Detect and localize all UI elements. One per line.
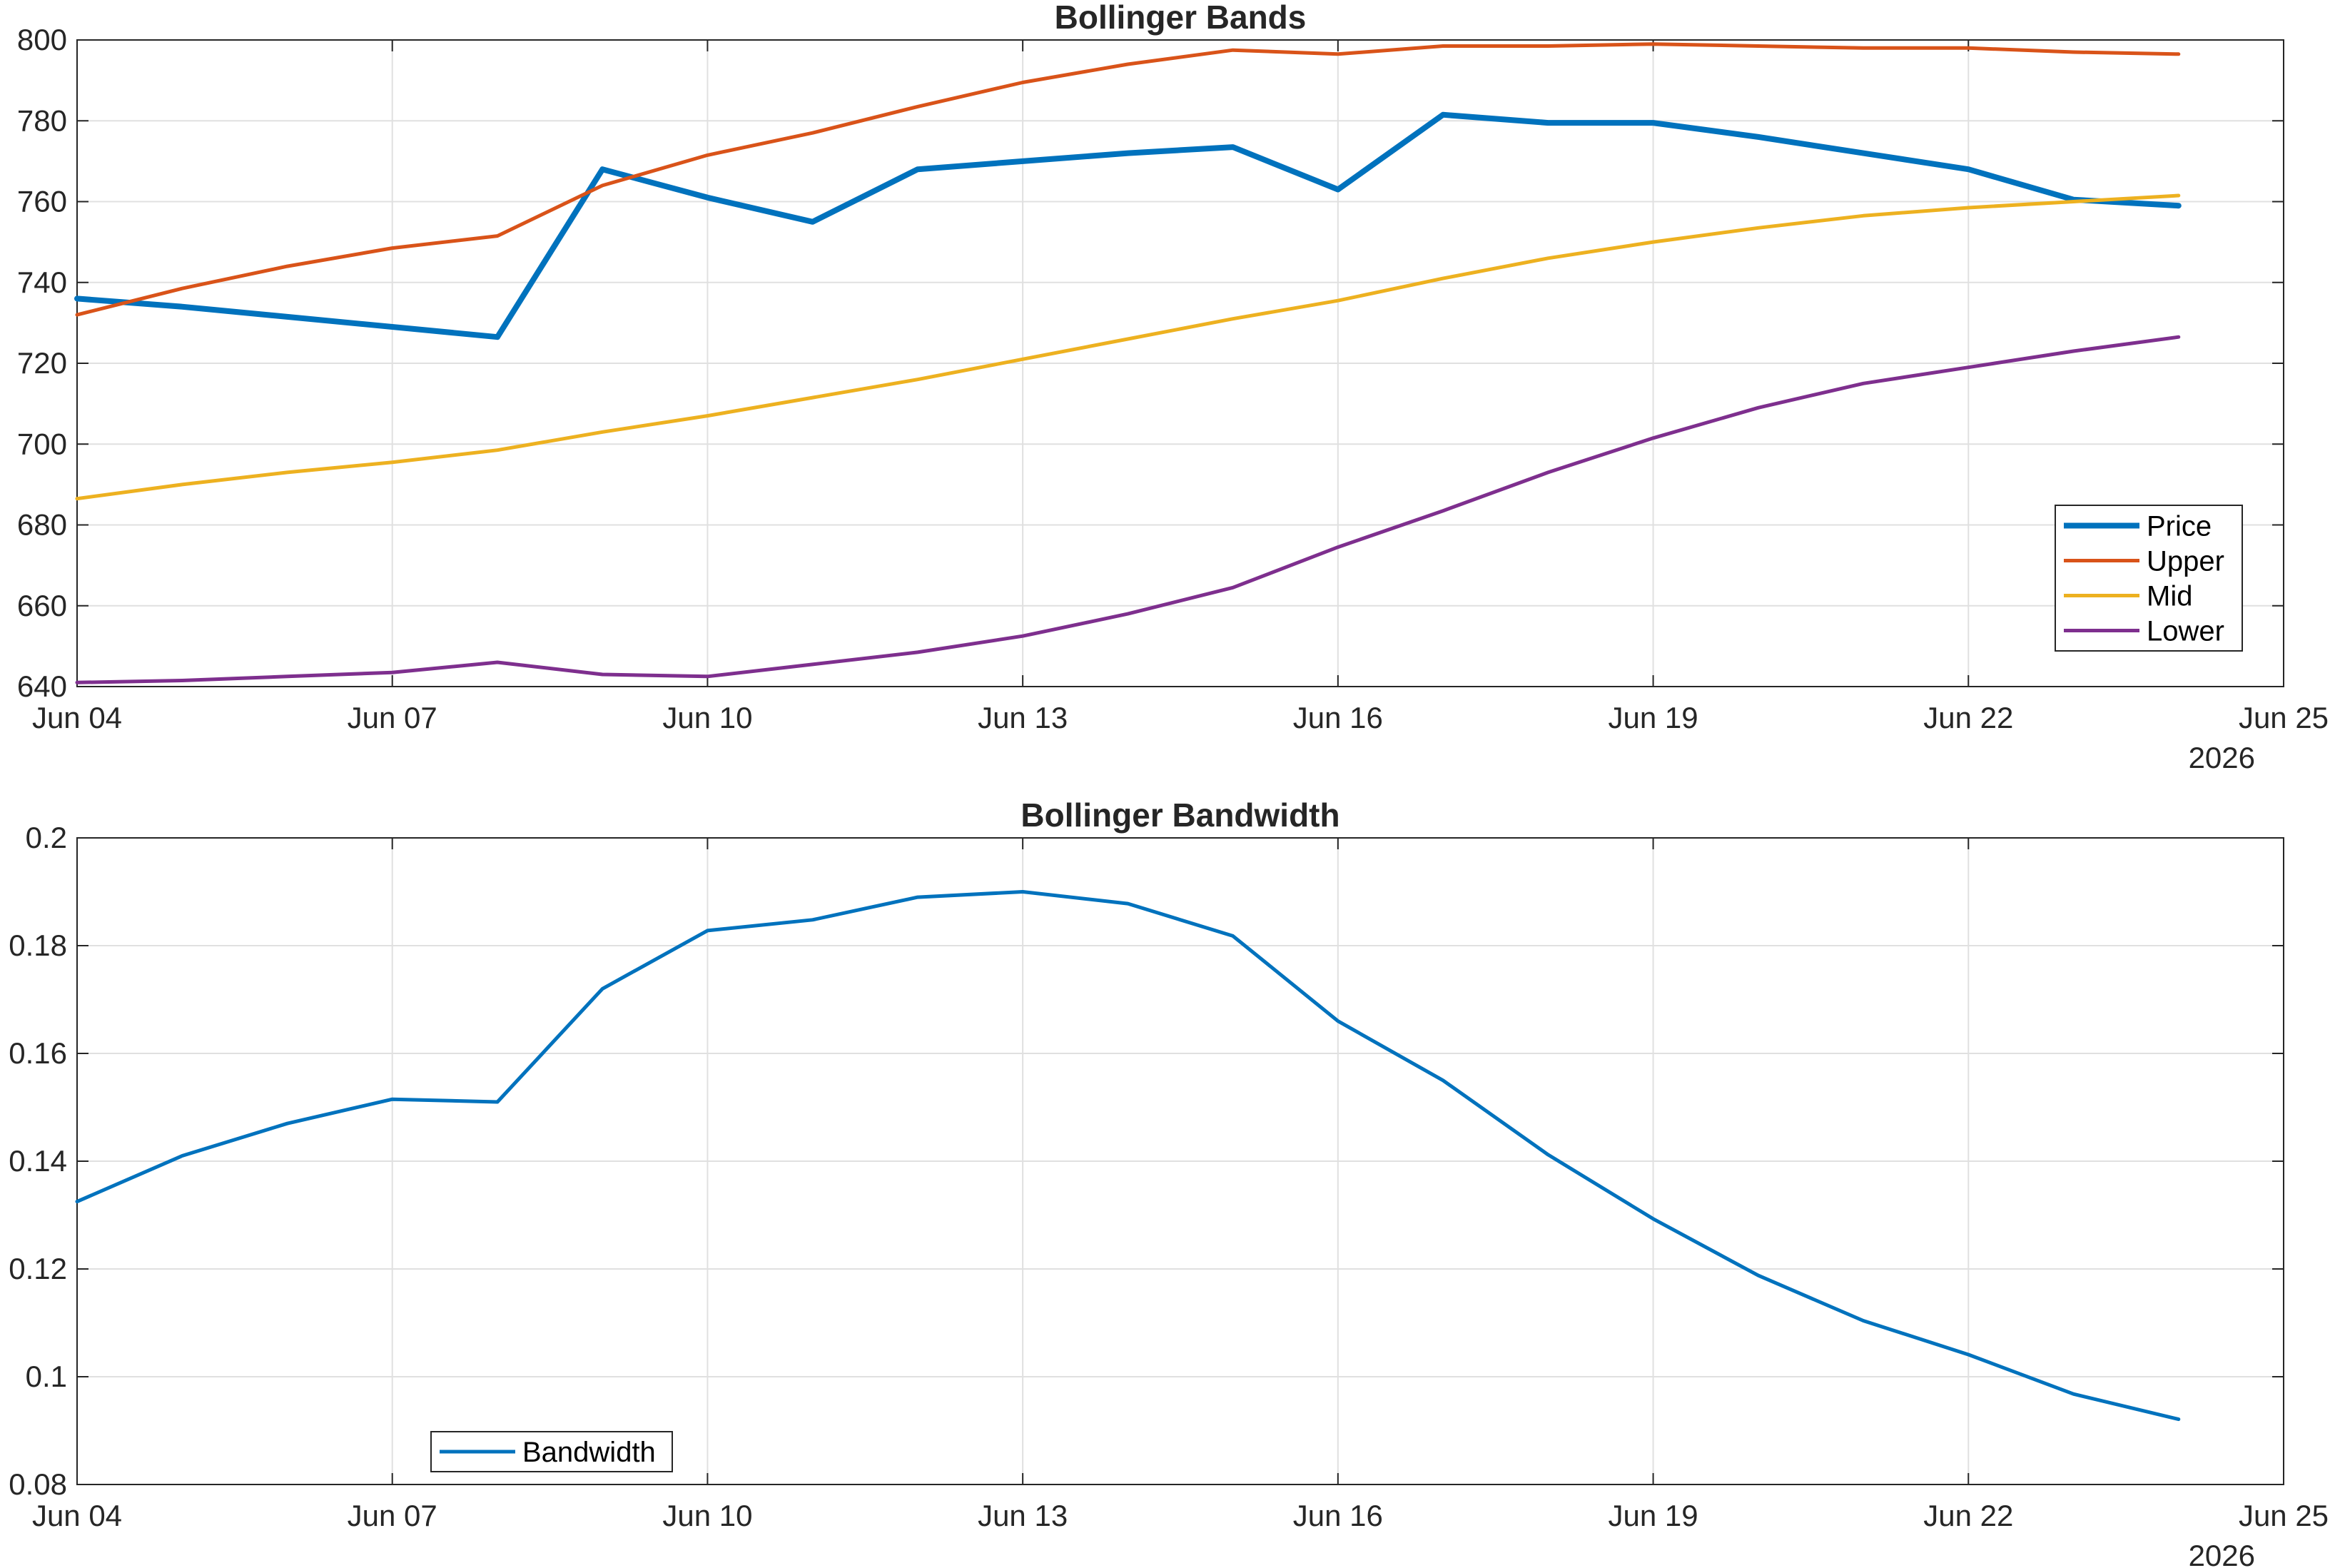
y-tick-label: 0.18 xyxy=(9,929,67,962)
chart-panel-2: Jun 04 Jun 07 Jun 10 Jun 13 Jun 16 Jun 19 Jun … xyxy=(9,796,2329,1568)
x-tick-label: Jun 04 xyxy=(32,1499,122,1532)
y-tick-label: 740 xyxy=(17,265,67,299)
legend-label-lower: Lower xyxy=(2147,616,2224,647)
x-tick-label: Jun 10 xyxy=(662,1499,752,1532)
y-tick-label: 760 xyxy=(17,185,67,218)
series-line-bandwidth xyxy=(75,890,2181,1422)
x-tick-label: Jun 22 xyxy=(1923,701,2013,734)
x-tick-label: Jun 07 xyxy=(348,701,437,734)
y-tick-label: 660 xyxy=(17,589,67,622)
x-tick-label: Jun 07 xyxy=(348,1499,437,1532)
chart-panel-1: Jun 04 Jun 07 Jun 10 Jun 13 Jun 16 Jun 19 Jun … xyxy=(17,0,2329,774)
x-year-label: 2026 xyxy=(2189,1539,2255,1568)
x-tick-label: Jun 10 xyxy=(662,701,752,734)
y-tick-label: 0.2 xyxy=(26,821,67,854)
y-tick-label: 720 xyxy=(17,346,67,380)
chart-title: Bollinger Bandwidth xyxy=(1020,796,1339,834)
y-tick-label: 700 xyxy=(17,427,67,460)
y-tick-label: 0.1 xyxy=(26,1360,67,1393)
x-tick-label: Jun 22 xyxy=(1923,1499,2013,1532)
y-tick-label: 680 xyxy=(17,508,67,542)
y-tick-label: 640 xyxy=(17,669,67,703)
series-line-price xyxy=(74,111,2182,340)
chart-title: Bollinger Bands xyxy=(1055,0,1307,36)
x-tick-label: Jun 19 xyxy=(1609,1499,1698,1532)
x-tick-label: Jun 13 xyxy=(978,701,1068,734)
axes-box xyxy=(76,837,2284,1485)
x-tick-label: Jun 13 xyxy=(978,1499,1068,1532)
axes-box xyxy=(76,39,2284,687)
y-tick-label: 0.14 xyxy=(9,1144,67,1178)
x-tick-label: Jun 16 xyxy=(1293,701,1383,734)
x-tick-label: Jun 19 xyxy=(1609,701,1698,734)
legend-label-bandwidth: Bandwidth xyxy=(522,1437,656,1468)
series-line-upper xyxy=(75,42,2181,317)
y-tick-label: 780 xyxy=(17,103,67,137)
x-tick-label: Jun 16 xyxy=(1293,1499,1383,1532)
y-tick-label: 800 xyxy=(17,23,67,56)
legend: Bandwidth xyxy=(430,1431,673,1472)
legend-label-upper: Upper xyxy=(2147,546,2224,577)
x-tick-label: Jun 04 xyxy=(32,701,122,734)
legend-label-price: Price xyxy=(2147,511,2212,542)
x-tick-label: Jun 25 xyxy=(2239,701,2329,734)
legend-box xyxy=(2055,505,2243,652)
x-year-label: 2026 xyxy=(2189,741,2255,774)
series-line-mid xyxy=(75,193,2181,501)
series-line-lower xyxy=(75,335,2181,684)
x-tick-label: Jun 25 xyxy=(2239,1499,2329,1532)
legend: Price Upper Mid Lower xyxy=(2055,505,2243,652)
legend-label-mid: Mid xyxy=(2147,581,2192,612)
y-tick-label: 0.12 xyxy=(9,1252,67,1285)
y-tick-label: 0.08 xyxy=(9,1467,67,1501)
y-tick-label: 0.16 xyxy=(9,1036,67,1070)
